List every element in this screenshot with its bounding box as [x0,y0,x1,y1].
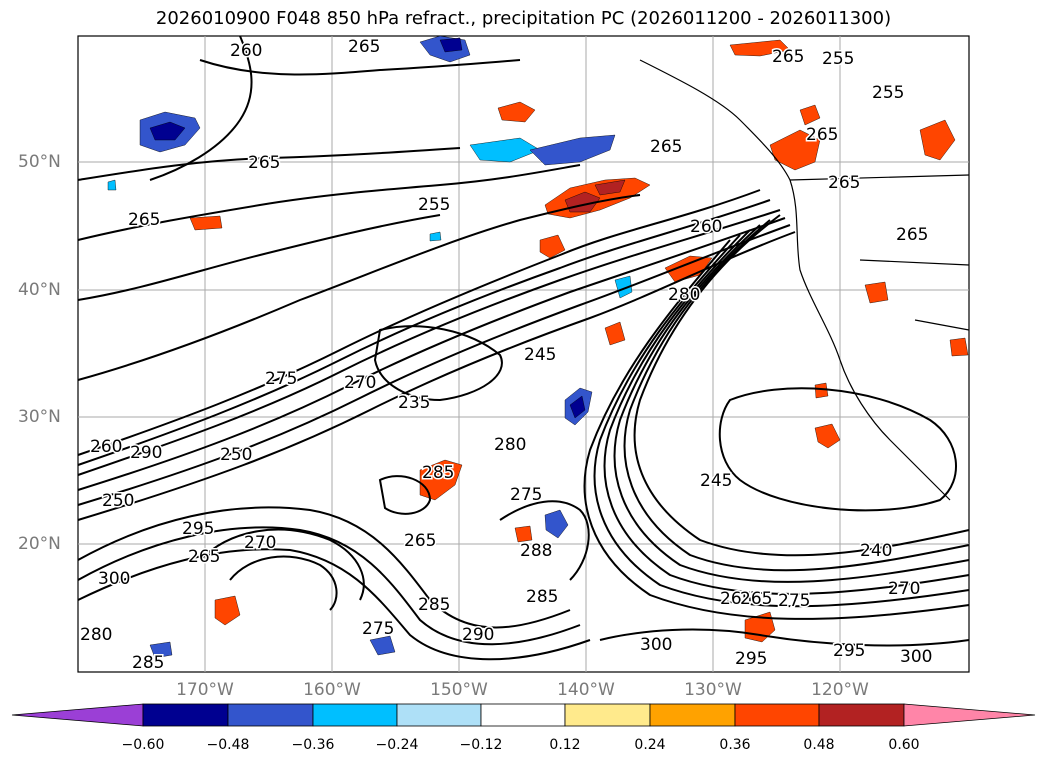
contour-label: 265 [828,173,860,193]
contour-label: 295 [735,649,767,669]
lon-label: 170°W [176,680,234,700]
colorbar-swatch [142,703,229,727]
contour-label-group: 260 265 265 255 255 265 265 255 265 265 … [79,36,934,675]
contour-label: 260 [690,217,722,237]
lon-label: 130°W [684,680,742,700]
contour-label: 240 [860,541,892,561]
contour-label: 275 [362,619,394,639]
contour-label: 265 [650,137,682,157]
lat-label: 30°N [18,407,61,427]
colorbar-tick: 0.36 [719,737,751,753]
contour-label: 265 [404,531,436,551]
colorbar-swatch [564,703,651,727]
contour-label: 300 [98,569,130,589]
contour-label: 285 [132,653,164,673]
colorbar-tick: 0.12 [549,737,581,753]
colorbar-tick: 0.48 [803,737,835,753]
coastline [639,59,970,501]
lat-label: 20°N [18,534,61,554]
colorbar-tick: −0.60 [121,737,165,753]
colorbar-tick: 0.24 [634,737,666,753]
contour-label: 270 [888,579,920,599]
contour-label: 255 [418,195,450,215]
contour-label: 250 [220,445,252,465]
contour-label: 265 [188,547,220,567]
contour-label: 285 [418,595,450,615]
contour-label: 260 [230,41,262,61]
contour-label: 265 [348,37,380,57]
contour-label: 275 [265,369,297,389]
contour-label: 245 [700,471,732,491]
lat-label: 40°N [18,280,61,300]
contour-label: 288 [520,541,552,561]
contour-label: 265 [740,589,772,609]
contour-label: 265 [896,225,928,245]
colorbar-swatch [818,703,905,727]
contour-label: 265 [806,125,838,145]
contour-lines [77,35,970,661]
lat-label: 50°N [18,152,61,172]
contour-label: 285 [422,463,454,483]
colorbar-arrow-left [11,703,144,727]
colorbar-tick: 0.60 [888,737,920,753]
colorbar-swatch [312,703,398,727]
contour-label: 265 [248,153,280,173]
contour-label: 280 [668,285,700,305]
contour-label: 250 [102,491,134,511]
lon-label: 140°W [557,680,615,700]
contour-label: 280 [80,625,112,645]
contour-label: 275 [510,485,542,505]
colorbar-swatch [396,703,482,727]
lon-label: 150°W [430,680,488,700]
contour-label: 260 [90,437,122,457]
precip-patches [107,35,969,659]
contour-label: 270 [344,373,376,393]
map-title: 2026010900 F048 850 hPa refract., precip… [155,8,892,29]
contour-label: 300 [900,647,932,667]
colorbar-arrow-right [903,703,1036,727]
contour-label: 265 [772,47,804,67]
contour-label: 300 [640,635,672,655]
contour-label: 295 [833,641,865,661]
colorbar-swatch [649,703,736,727]
contour-label: 265 [128,210,160,230]
colorbar-swatch [227,703,314,727]
contour-label: 270 [244,533,276,553]
contour-label: 255 [822,49,854,69]
contour-label: 290 [130,443,162,463]
contour-label: 280 [494,435,526,455]
colorbar-tick: −0.48 [206,737,250,753]
contour-label: 255 [872,83,904,103]
contour-label: 275 [778,591,810,611]
colorbar-tick: −0.12 [459,737,503,753]
colorbar-tick: −0.24 [375,737,419,753]
contour-label: 290 [462,625,494,645]
contour-label: 265 [720,589,752,609]
lon-label: 120°W [811,680,869,700]
contour-label: 245 [524,345,556,365]
colorbar-swatch [480,703,566,727]
contour-label: 295 [182,519,214,539]
contour-label: 285 [526,587,558,607]
colorbar-swatch [734,703,820,727]
colorbar [11,703,1036,727]
contour-label: 235 [398,393,430,413]
map-frame [77,35,970,673]
lon-label: 160°W [303,680,361,700]
colorbar-tick: −0.36 [291,737,335,753]
gridlines [78,36,969,672]
